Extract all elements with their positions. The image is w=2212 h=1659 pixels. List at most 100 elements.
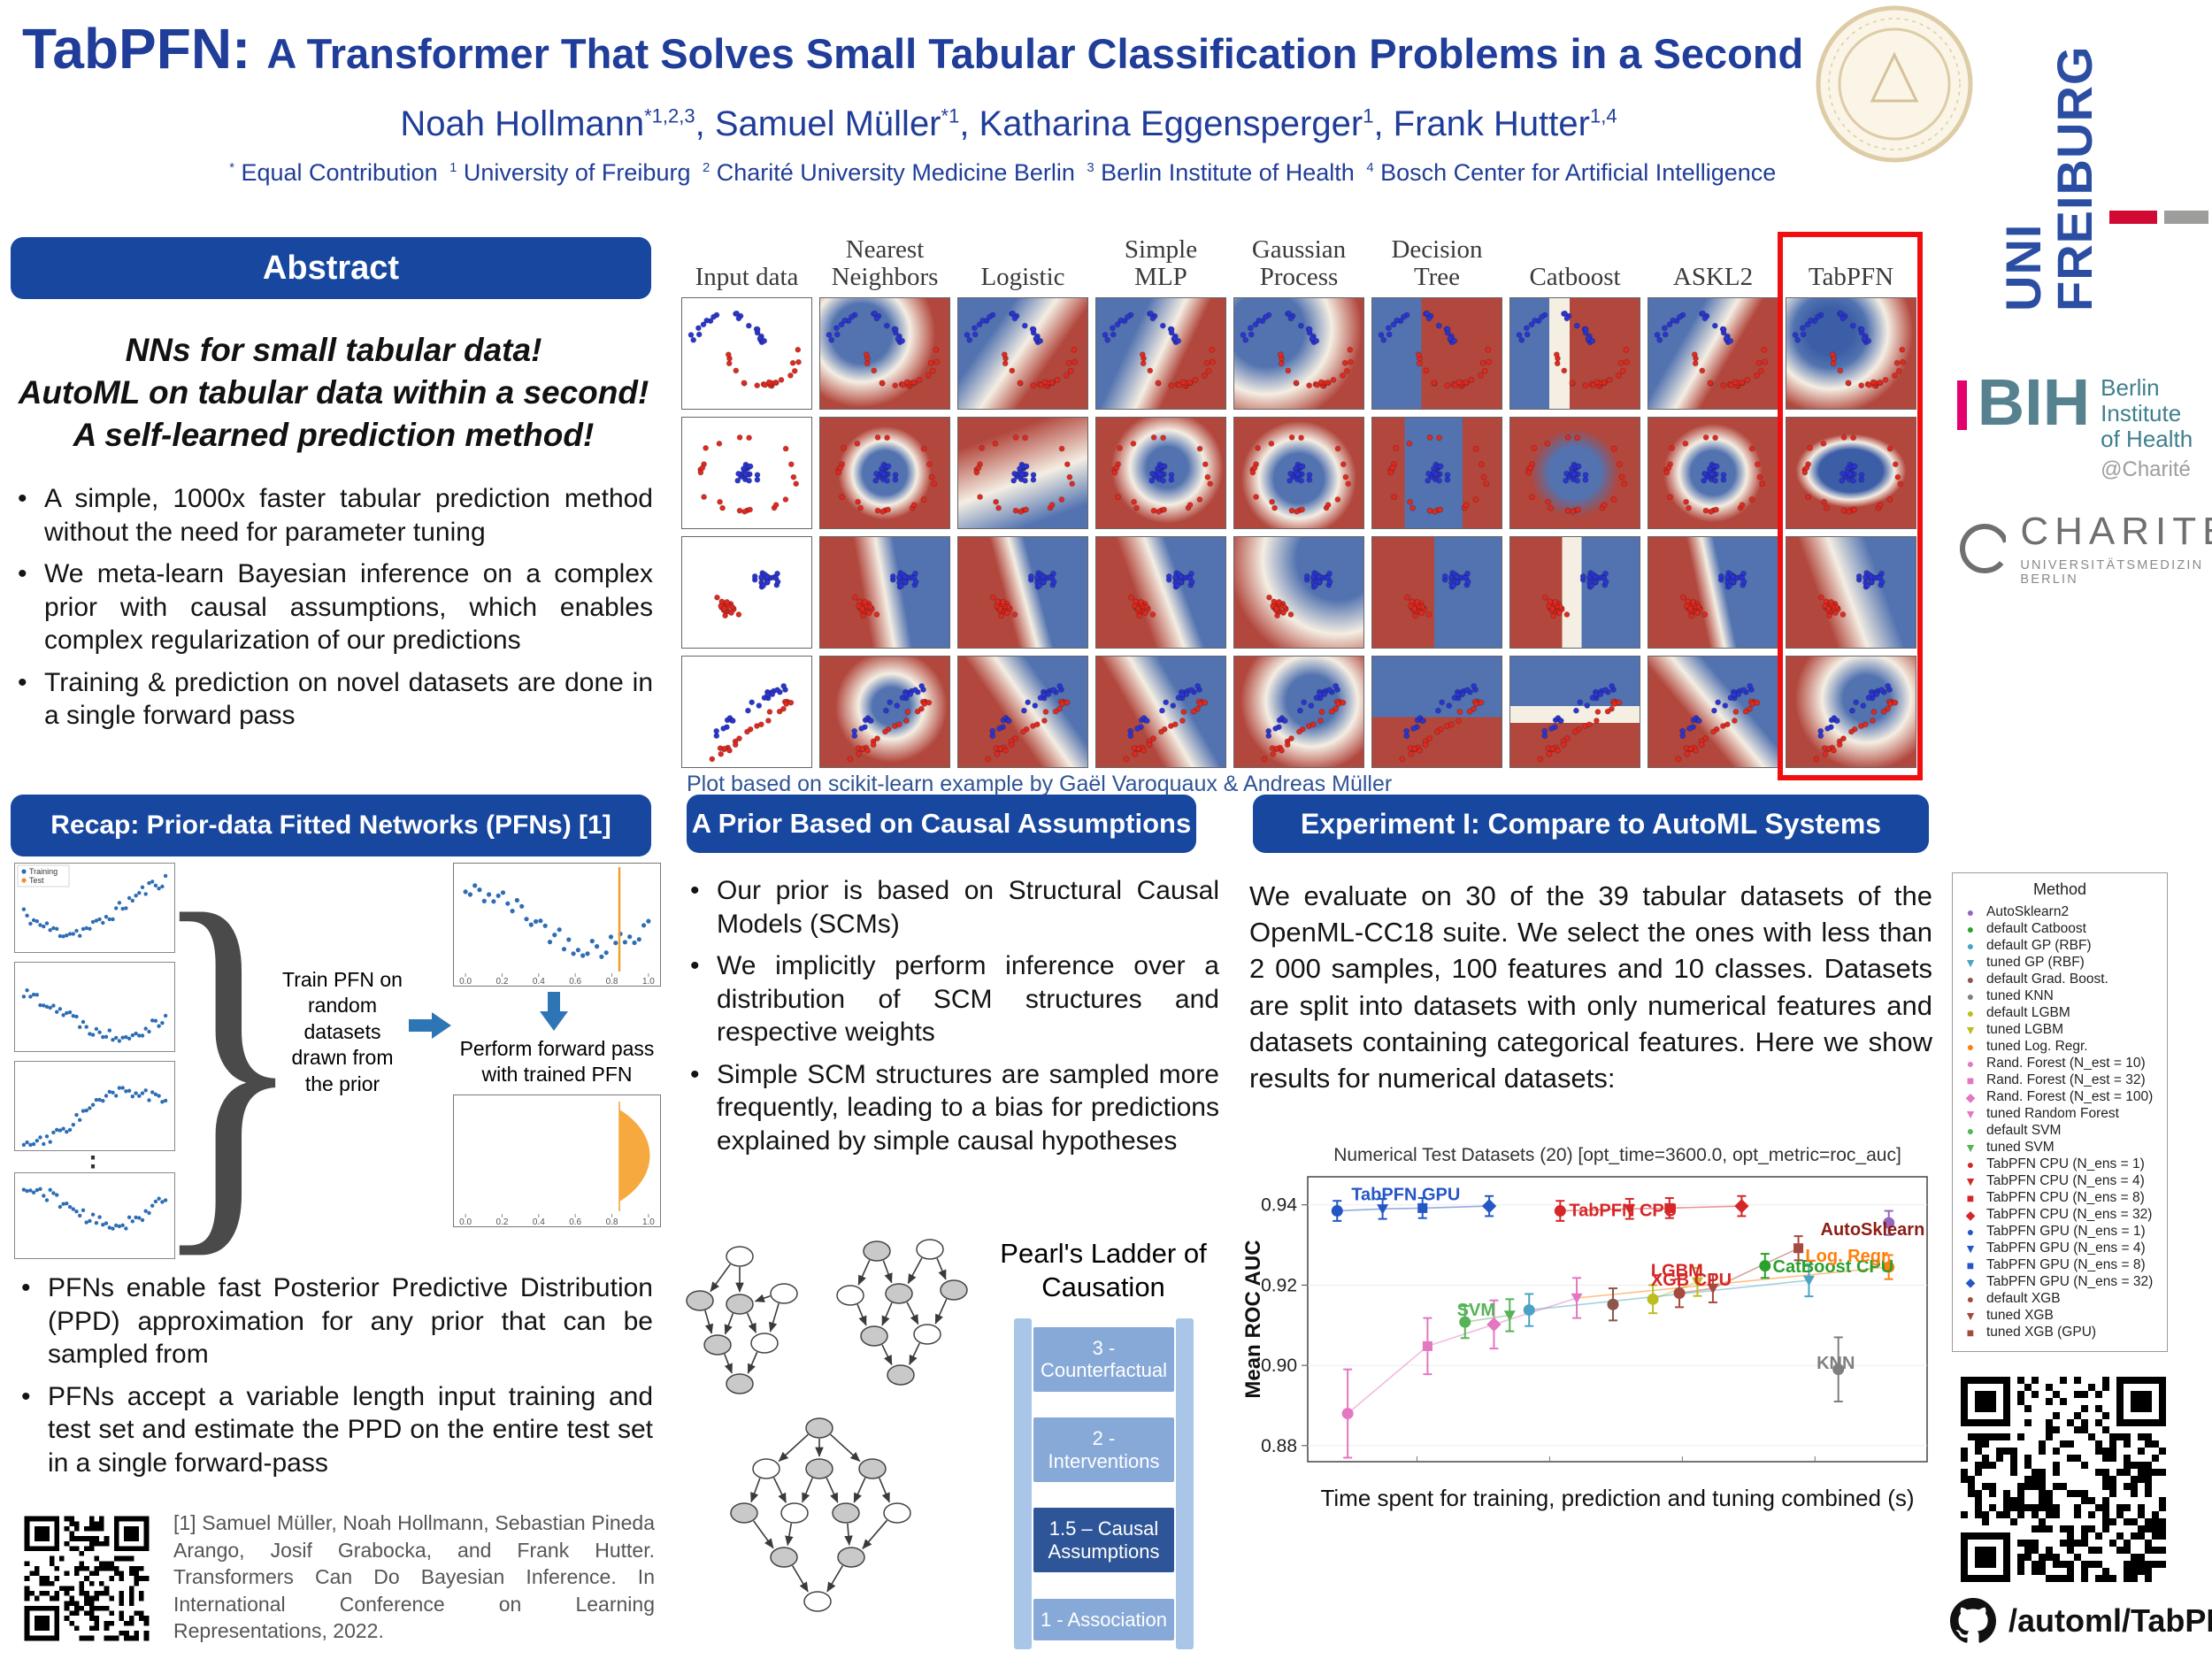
- grid-column-header: ASKL2: [1672, 262, 1754, 291]
- legend-marker-icon: ■: [1966, 1072, 1975, 1087]
- abstract-motto: NNs for small tabular data! AutoML on tab…: [14, 329, 653, 457]
- ladder-rail: [1014, 1318, 1032, 1649]
- scm-dag-diagram: [686, 1239, 968, 1612]
- legend-entry: ● default LGBM: [1962, 1004, 2158, 1021]
- qr-code-repo: [1954, 1370, 2173, 1589]
- author: Noah Hollmann*1,2,3: [400, 104, 695, 143]
- svg-text:0.0: 0.0: [459, 977, 472, 987]
- legend-label: Rand. Forest (N_est = 100): [1986, 1088, 2154, 1104]
- legend-label: TabPFN CPU (N_ens = 32): [1986, 1206, 2153, 1222]
- svg-text:CatBoost CPU: CatBoost CPU: [1773, 1257, 1894, 1277]
- legend-marker-icon: ●: [1966, 921, 1975, 936]
- ladder-rung: 3 - Counterfactual: [1033, 1327, 1174, 1392]
- legend-entry: ▼ tuned Random Forest: [1962, 1105, 2158, 1122]
- legend-marker-icon: ●: [1966, 1291, 1975, 1306]
- grid-column-header: Logistic: [980, 262, 1065, 291]
- legend-entry: ● default SVM: [1962, 1122, 2158, 1139]
- authors-line: Noah Hollmann*1,2,3, Samuel Müller*1, Ka…: [400, 104, 1617, 143]
- classifier-plot: [1371, 656, 1502, 768]
- classifier-plot: [1371, 536, 1502, 649]
- legend-marker-icon: ■: [1966, 1190, 1975, 1205]
- prior-dataset-plot: [14, 1061, 175, 1156]
- grid-column-header: Decision Tree: [1391, 235, 1483, 291]
- legend-title: Method: [2032, 880, 2087, 898]
- legend-entry: ◆ TabPFN GPU (N_ens = 32): [1962, 1273, 2158, 1290]
- legend-marker-icon: ■: [1966, 1325, 1975, 1340]
- github-link[interactable]: /automl/TabPFN: [1950, 1598, 2212, 1644]
- author: Samuel Müller*1: [714, 104, 960, 143]
- grid-column-header: TabPFN: [1808, 262, 1894, 291]
- bullet-text: Training & prediction on novel datasets …: [44, 667, 653, 731]
- legend-marker-icon: ▼: [1964, 1022, 1977, 1037]
- svg-text:0.88: 0.88: [1261, 1436, 1297, 1456]
- input-data-plot: [681, 536, 812, 649]
- legend-label: tuned XGB (GPU): [1986, 1324, 2097, 1340]
- classifier-plot: [1509, 656, 1640, 768]
- ladder-rung: 1.5 – Causal Assumptions: [1033, 1508, 1174, 1573]
- legend-marker-icon: ■: [1966, 1257, 1975, 1272]
- legend-label: Rand. Forest (N_est = 32): [1986, 1071, 2146, 1087]
- bullet-text: Our prior is based on Structural Causal …: [717, 876, 1219, 939]
- author: Frank Hutter1,4: [1393, 104, 1617, 143]
- bullet-text: We implicitly perform inference over a d…: [717, 951, 1219, 1047]
- classifier-plot: [819, 536, 950, 649]
- legend-entry: ● Rand. Forest (N_est = 10): [1962, 1055, 2158, 1071]
- svg-text:KNN: KNN: [1816, 1354, 1855, 1373]
- bullet-item: • We meta-learn Bayesian inference on a c…: [18, 559, 653, 655]
- classifier-plot: [957, 417, 1088, 529]
- charite-ring-icon: [1960, 523, 2007, 573]
- grid-column-header: Nearest Neighbors: [831, 235, 939, 291]
- legend-marker-icon: ●: [1966, 1224, 1975, 1239]
- legend-entry: ● AutoSklearn2: [1962, 903, 2158, 920]
- page-title: TabPFN: A Transformer That Solves Small …: [22, 16, 1995, 81]
- classifier-plot: [819, 297, 950, 410]
- legend-label: tuned Log. Regr.: [1986, 1038, 2088, 1054]
- input-data-plot: [681, 656, 812, 768]
- svg-text:0.94: 0.94: [1261, 1195, 1297, 1216]
- classifier-plot: [1509, 297, 1640, 410]
- legend-entry: ▼ tuned LGBM: [1962, 1021, 2158, 1038]
- abstract-bullets: • A simple, 1000x faster tabular predicti…: [14, 482, 653, 741]
- prior-dataset-plot: [14, 1172, 175, 1263]
- reference-text: [1] Samuel Müller, Noah Hollmann, Sebast…: [173, 1511, 655, 1643]
- author: Katharina Eggensperger1: [979, 104, 1374, 143]
- classifier-plot: [1233, 417, 1364, 529]
- legend-entry: ■ TabPFN GPU (N_ens = 8): [1962, 1256, 2158, 1273]
- experiment-chart: 0.88 0.90 0.92 0.94 TabPFN GPU TabPFN CPU Auto…: [1241, 1145, 1928, 1511]
- svg-text:Mean ROC AUC: Mean ROC AUC: [1241, 1240, 1265, 1398]
- legend-label: TabPFN CPU (N_ens = 4): [1986, 1172, 2145, 1188]
- svg-text:0.92: 0.92: [1261, 1275, 1297, 1295]
- forward-pass-input-plot: 0.0 0.2 0.4 0.6 0.8 1.0: [453, 863, 661, 991]
- github-repo-text: /automl/TabPFN: [2008, 1602, 2212, 1639]
- section-experiment-heading: Experiment I: Compare to AutoML Systems: [1253, 795, 1929, 853]
- legend-entry: ◆ TabPFN CPU (N_ens = 32): [1962, 1206, 2158, 1223]
- legend-marker-icon: ▼: [1964, 1240, 1977, 1256]
- classifier-plot: [957, 536, 1088, 649]
- classifier-plot: [957, 656, 1088, 768]
- svg-text:TabPFN GPU: TabPFN GPU: [1351, 1185, 1460, 1204]
- bullet-item: • Training & prediction on novel datasets…: [18, 667, 653, 731]
- legend-label: tuned SVM: [1986, 1139, 2055, 1155]
- legend-marker-icon: ▼: [1964, 1308, 1977, 1323]
- legend-marker-icon: ◆: [1965, 1274, 1976, 1289]
- legend-entry: ◆ Rand. Forest (N_est = 100): [1962, 1088, 2158, 1105]
- bih-line1: Berlin Institute: [2101, 374, 2182, 427]
- legend-entry: ▼ TabPFN GPU (N_ens = 4): [1962, 1240, 2158, 1256]
- svg-text:0.0: 0.0: [459, 1217, 472, 1227]
- charite-logo: CHARITÉ UNIVERSITÄTSMEDIZIN BERLIN: [1957, 510, 2212, 587]
- bullet-text: We meta-learn Bayesian inference on a co…: [44, 559, 653, 655]
- uni-freiburg-logo: UNI FREIBURG: [1995, 46, 2102, 311]
- bih-abbr: BIH: [1977, 365, 2091, 439]
- bullet-text: A simple, 1000x faster tabular predictio…: [44, 484, 653, 547]
- legend-entry: ▼ tuned GP (RBF): [1962, 954, 2158, 971]
- classifier-plot: [1786, 297, 1916, 410]
- svg-text:XGB CPU: XGB CPU: [1651, 1271, 1732, 1290]
- legend-marker-icon: ▼: [1964, 1106, 1977, 1121]
- classifier-plot: [1095, 536, 1226, 649]
- grid-column-header: Simple MLP: [1124, 235, 1198, 291]
- legend-label: default Grad. Boost.: [1986, 971, 2108, 987]
- legend-label: TabPFN GPU (N_ens = 4): [1986, 1240, 2146, 1256]
- grid-column-header: Catboost: [1529, 262, 1621, 291]
- legend-label: default LGBM: [1986, 1004, 2070, 1020]
